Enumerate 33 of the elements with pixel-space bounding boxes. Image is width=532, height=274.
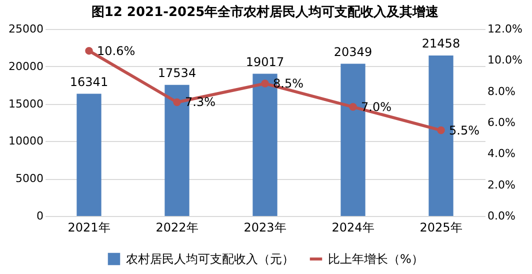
y2-tick-label: 0.0% bbox=[488, 210, 516, 222]
point bbox=[349, 103, 357, 111]
point bbox=[437, 126, 445, 134]
x-tick-label: 2024年 bbox=[332, 220, 374, 234]
data-label: 10.6% bbox=[97, 44, 136, 58]
point bbox=[261, 80, 269, 88]
y-tick-label: 5000 bbox=[16, 172, 44, 186]
y2-tick-label: 8.0% bbox=[488, 84, 516, 98]
chart-title: 图12 2021-2025年全市农村居民人均可支配收入及其增速 bbox=[91, 4, 440, 20]
y2-tick-label: 4.0% bbox=[488, 147, 516, 160]
data-label: 17534 bbox=[158, 66, 196, 80]
y-tick-label: 10000 bbox=[8, 134, 44, 148]
x-tick-label: 2021年 bbox=[68, 220, 110, 234]
y2-tick-label: 2.0% bbox=[488, 178, 516, 192]
y2-tick-label: 10.0% bbox=[488, 54, 522, 67]
point bbox=[85, 46, 93, 55]
x-tick-label: 2022年 bbox=[156, 220, 198, 234]
y-tick-label: 20000 bbox=[8, 60, 44, 73]
y-tick-label: 0 bbox=[36, 210, 44, 222]
legend-label: 比上年增长（%） bbox=[328, 252, 424, 266]
y-tick-label: 25000 bbox=[8, 22, 44, 36]
data-label: 19017 bbox=[246, 54, 284, 69]
data-label: 21458 bbox=[422, 36, 460, 50]
x-tick-label: 2023年 bbox=[244, 220, 286, 234]
point bbox=[173, 98, 181, 106]
data-label: 16341 bbox=[70, 74, 108, 89]
data-label: 20349 bbox=[334, 44, 372, 59]
x-tick-label: 2025年 bbox=[420, 220, 462, 234]
y2-tick-label: 12.0% bbox=[488, 22, 522, 36]
y2-tick-label: 6.0% bbox=[488, 116, 516, 129]
legend-label: 农村居民人均可支配收入（元） bbox=[126, 252, 294, 266]
bar bbox=[76, 94, 102, 216]
y-tick-label: 15000 bbox=[8, 97, 44, 110]
